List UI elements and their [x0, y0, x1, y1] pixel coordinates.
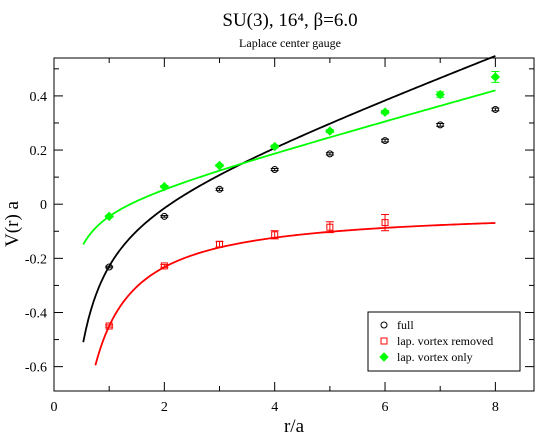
- data-point: [105, 322, 113, 330]
- fit-curve: [94, 222, 496, 366]
- legend-box: [367, 311, 521, 372]
- data-point: [160, 262, 168, 270]
- data-point: [159, 181, 170, 192]
- data-point: [271, 231, 279, 239]
- y-axis-label: V(r) a: [2, 200, 23, 246]
- legend-label: lap. vortex removed: [397, 334, 493, 348]
- data-point: [326, 223, 334, 231]
- data-point: [104, 211, 114, 222]
- legend-marker: [380, 337, 388, 345]
- x-tick-label: 8: [492, 400, 499, 415]
- data-point: [325, 126, 335, 136]
- chart-subtitle: Laplace center gauge: [239, 36, 341, 50]
- x-axis-label: r/a: [284, 416, 305, 436]
- x-tick-label: 6: [382, 400, 389, 415]
- data-point: [435, 89, 445, 100]
- x-tick-label: 2: [161, 400, 168, 415]
- data-point: [216, 185, 224, 193]
- x-tick-label: 4: [271, 400, 278, 415]
- data-point: [271, 166, 279, 174]
- y-tick-label: 0.4: [30, 90, 48, 105]
- plot-frame: [53, 57, 535, 392]
- series-square: [94, 213, 496, 366]
- chart-title: SU(3), 16⁴, β=6.0: [222, 10, 357, 31]
- legend: full lap. vortex removed lap. vortex only: [367, 311, 521, 372]
- data-point: [105, 263, 113, 271]
- data-point: [160, 212, 168, 220]
- y-tick-label: -0.6: [25, 361, 47, 376]
- data-point: [216, 240, 224, 248]
- data-point: [214, 160, 225, 171]
- data-point: [269, 141, 280, 152]
- fit-curve: [82, 89, 496, 245]
- y-tick-label: 0.2: [30, 144, 48, 159]
- y-tick-label: -0.2: [25, 252, 47, 267]
- y-tick-label: 0: [40, 198, 47, 213]
- data-point: [380, 107, 390, 117]
- x-tick-label: 0: [51, 400, 58, 415]
- series-circle: [82, 55, 500, 343]
- data-point: [381, 219, 389, 227]
- series-diamond: [82, 71, 501, 245]
- data-point: [436, 121, 444, 129]
- data-point: [490, 72, 501, 82]
- data-point: [381, 137, 389, 145]
- y-tick-label: -0.4: [25, 306, 47, 321]
- legend-marker: [380, 321, 388, 329]
- legend-label: lap. vortex only: [397, 350, 473, 364]
- fit-curve: [82, 55, 496, 343]
- data-point: [491, 105, 499, 113]
- legend-label: full: [397, 318, 414, 332]
- plot-area: [82, 55, 501, 366]
- axes: 0 2 4 6 8 -0.6 -0.4 -0.2 0 0.2 0.4: [25, 58, 534, 415]
- legend-marker: [379, 352, 389, 362]
- data-point: [326, 150, 334, 158]
